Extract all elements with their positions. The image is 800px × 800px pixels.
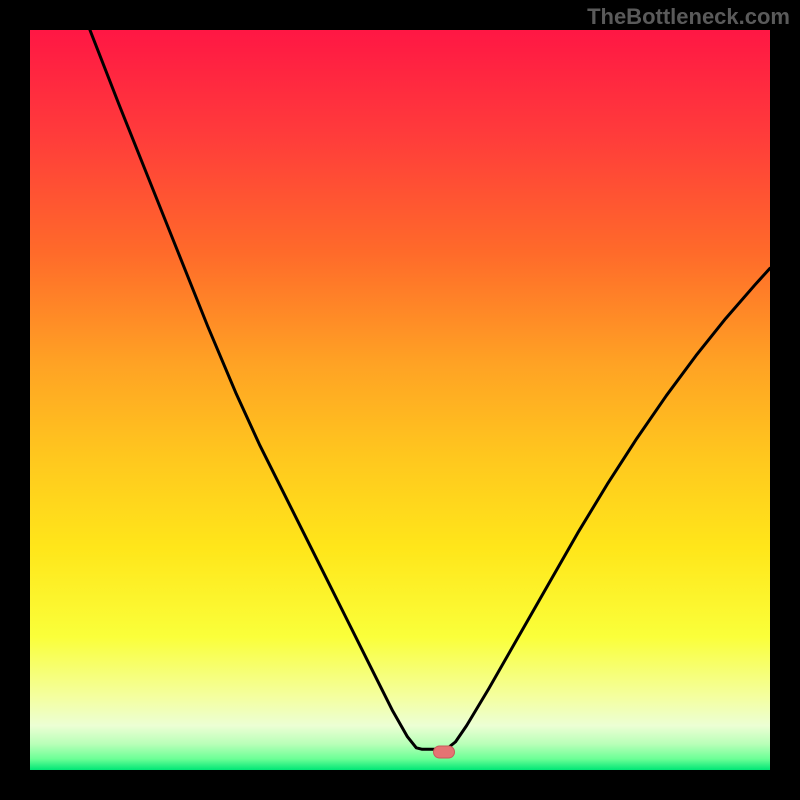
watermark-text: TheBottleneck.com bbox=[587, 4, 790, 30]
bottleneck-marker bbox=[433, 746, 455, 759]
plot-svg bbox=[30, 30, 770, 770]
chart-container: TheBottleneck.com bbox=[0, 0, 800, 800]
plot-area bbox=[30, 30, 770, 770]
marker-svg bbox=[433, 746, 455, 759]
